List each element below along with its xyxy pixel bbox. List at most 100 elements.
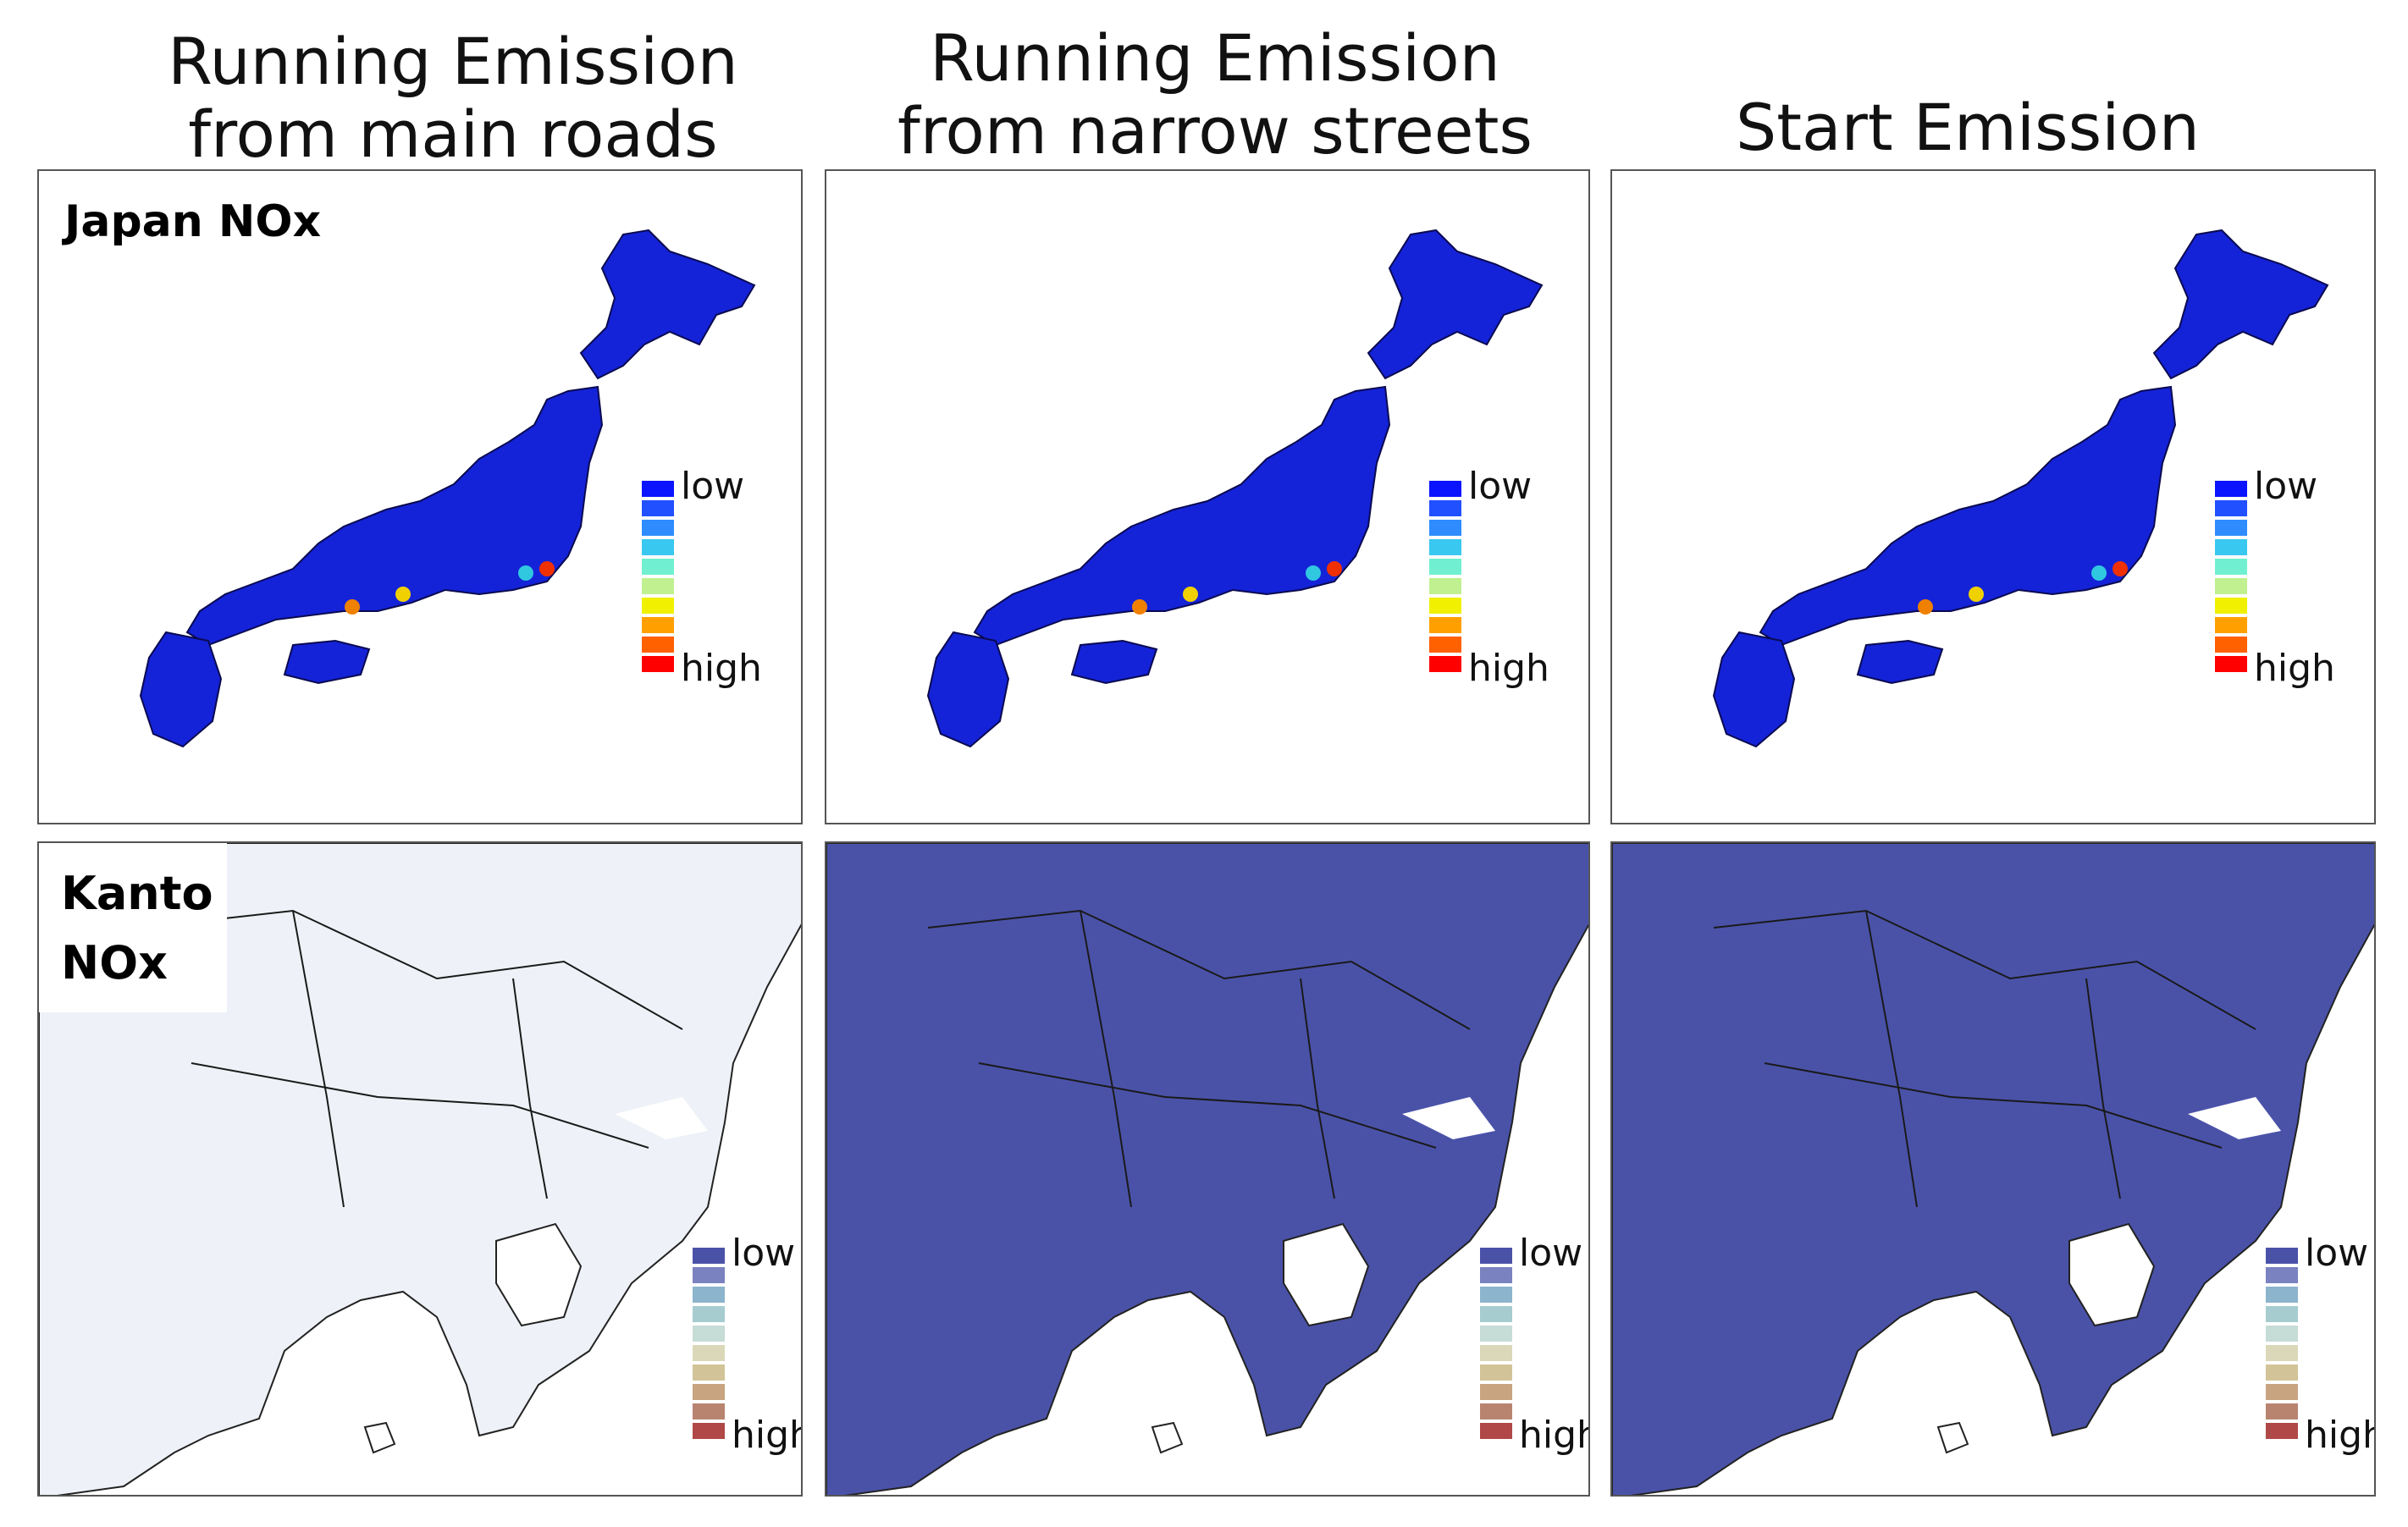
title-main-roads-line1: Running Emission: [168, 24, 738, 99]
legend-swatch: [1480, 1267, 1512, 1283]
legend-swatch: [1429, 520, 1461, 536]
legend-swatch: [1480, 1306, 1512, 1322]
legend-japan: low high: [642, 466, 777, 703]
legend-low-label: low: [676, 466, 750, 508]
legend-kanto: low high: [2266, 1232, 2374, 1469]
legend-swatch: [2215, 598, 2247, 614]
lake: [2188, 1097, 2281, 1139]
legend-swatch: [2215, 520, 2247, 536]
title-main-roads-line2: from main roads: [188, 96, 718, 172]
legend-swatch: [1480, 1403, 1512, 1420]
kanto-label-line1: Kanto: [61, 867, 213, 920]
legend-swatch: [1480, 1423, 1512, 1439]
emission-hotspot: [345, 599, 360, 615]
legend-swatch: [1429, 559, 1461, 575]
izu-oshima-island: [1936, 1421, 1969, 1454]
prefecture-border: [927, 909, 1471, 1208]
japan-shape: [1712, 229, 2329, 748]
lake: [1402, 1097, 1495, 1139]
emission-hotspot: [539, 561, 555, 576]
honshu: [1759, 385, 2177, 647]
title-narrow-streets-line2: from narrow streets: [897, 93, 1533, 168]
legend-swatch: [642, 520, 674, 536]
legend-swatch: [2266, 1384, 2298, 1400]
legend-swatch: [1429, 539, 1461, 555]
kanto-label-box: [39, 843, 227, 1012]
kanto-land: [39, 843, 801, 1495]
legend-swatch: [1429, 617, 1461, 633]
legend-high-label: high: [726, 1414, 801, 1457]
title-narrow-streets-line1: Running Emission: [930, 20, 1500, 96]
legend-swatch: [1480, 1287, 1512, 1303]
legend-swatch: [693, 1364, 725, 1381]
legend-swatch: [2266, 1423, 2298, 1439]
legend-swatch: [1480, 1326, 1512, 1342]
legend-swatch: [1429, 481, 1461, 497]
japan-shape: [139, 229, 756, 748]
title-start-emission-line1: Start Emission: [1736, 90, 2200, 165]
shikoku: [1856, 639, 1944, 685]
honshu: [973, 385, 1391, 647]
emission-hotspot: [1969, 587, 1984, 602]
legend-swatch: [1480, 1364, 1512, 1381]
izu-oshima-island: [363, 1421, 396, 1454]
legend-low-label: low: [2249, 466, 2323, 508]
legend-swatch: [642, 481, 674, 497]
legend-swatch: [2215, 539, 2247, 555]
legend-kanto: low high: [693, 1232, 801, 1469]
legend-swatch: [1429, 500, 1461, 516]
legend-swatch: [1480, 1345, 1512, 1361]
legend-swatch: [693, 1287, 725, 1303]
kanto-land: [826, 843, 1588, 1495]
legend-swatch: [642, 539, 674, 555]
kanto-map-narrow-streets: low high: [825, 841, 1590, 1497]
kanto-map-start-emission: low high: [1610, 841, 2376, 1497]
legend-swatch: [2215, 481, 2247, 497]
legend-swatch: [642, 559, 674, 575]
legend-swatch: [693, 1326, 725, 1342]
legend-swatch: [1480, 1248, 1512, 1264]
emission-hotspot: [1132, 599, 1147, 615]
legend-swatch: [1480, 1384, 1512, 1400]
legend-swatch: [2266, 1287, 2298, 1303]
legend-swatch: [693, 1384, 725, 1400]
legend-swatch: [2215, 637, 2247, 653]
legend-low-label: low: [1463, 466, 1538, 508]
legend-swatch: [2215, 617, 2247, 633]
emission-hotspot: [2113, 561, 2128, 576]
legend-swatch: [642, 617, 674, 633]
japan-shape: [926, 229, 1544, 748]
kyushu: [926, 631, 1010, 748]
legend-swatch: [2215, 559, 2247, 575]
hokkaido: [579, 229, 756, 380]
legend-japan: low high: [1429, 466, 1565, 703]
legend-low-label: low: [2300, 1232, 2374, 1275]
kyushu: [1712, 631, 1796, 748]
legend-swatch: [2266, 1345, 2298, 1361]
shikoku: [1070, 639, 1158, 685]
honshu: [185, 385, 604, 647]
kyushu: [139, 631, 223, 748]
prefecture-border: [140, 909, 683, 1208]
kanto-shape: [39, 843, 801, 1495]
prefecture-border: [1713, 909, 2256, 1208]
japan-map-start-emission: low high: [1610, 169, 2376, 824]
emission-hotspot: [1306, 565, 1321, 581]
legend-swatch: [1429, 598, 1461, 614]
legend-high-label: high: [2249, 648, 2340, 690]
title-start-emission: Start Emission: [1587, 91, 2349, 164]
legend-swatch: [642, 637, 674, 653]
legend-swatch: [642, 500, 674, 516]
legend-swatch: [693, 1345, 725, 1361]
kanto-map-main-roads: Kanto NOx low high: [37, 841, 803, 1497]
legend-high-label: high: [1514, 1414, 1588, 1457]
emission-hotspot: [395, 587, 411, 602]
legend-kanto: low high: [1480, 1232, 1588, 1469]
legend-swatch: [2266, 1248, 2298, 1264]
kanto-label-line2: NOx: [61, 936, 168, 990]
legend-high-label: high: [2300, 1414, 2374, 1457]
legend-swatch: [1429, 578, 1461, 594]
legend-swatch: [2215, 578, 2247, 594]
legend-swatch: [693, 1403, 725, 1420]
legend-high-label: high: [1463, 648, 1555, 690]
